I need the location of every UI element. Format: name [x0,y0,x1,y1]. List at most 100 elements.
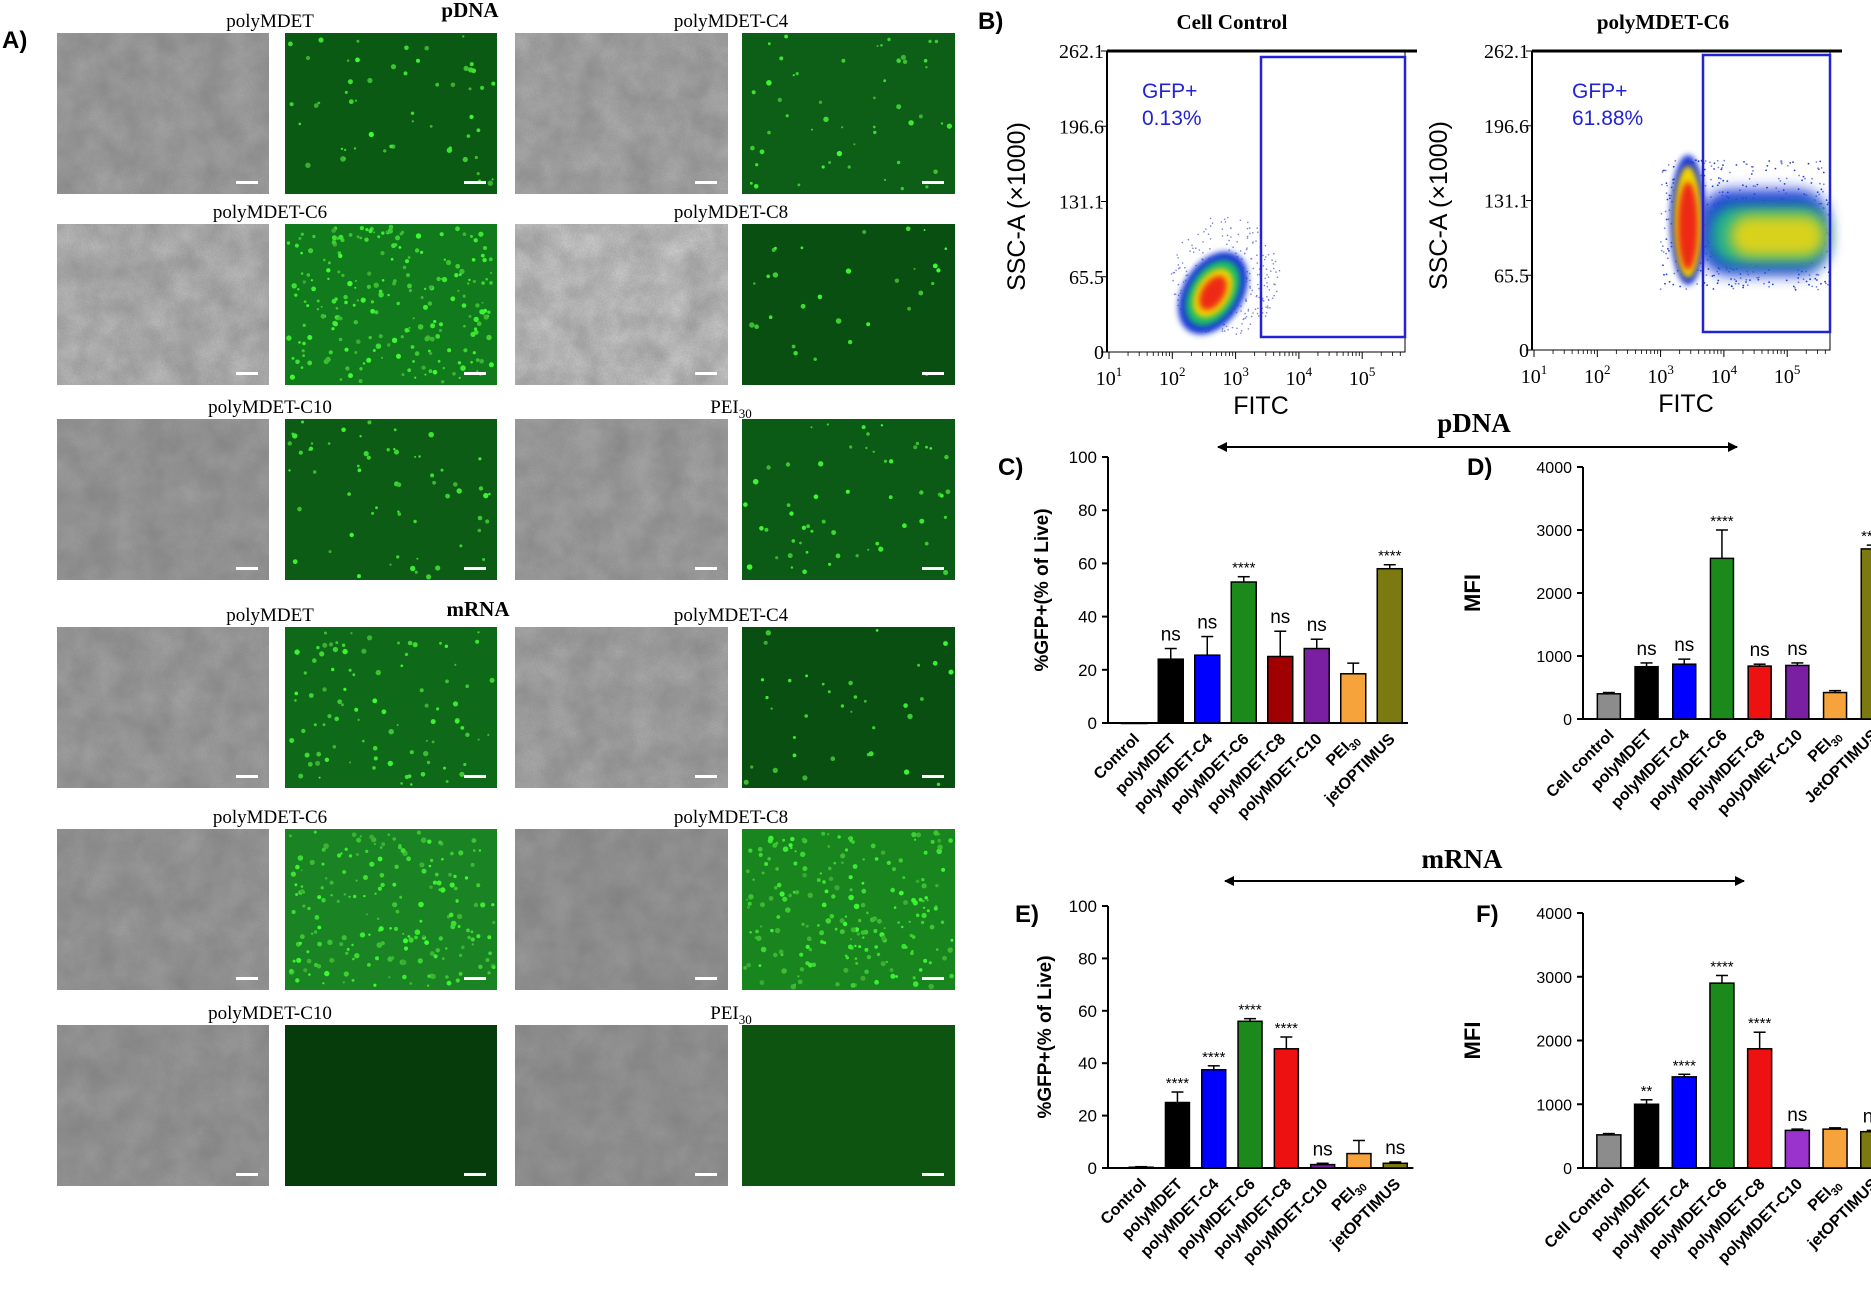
flow-y-tick-label: 65.5 [1069,267,1104,289]
bar [1672,663,1697,720]
scale-bar [695,181,717,184]
flow-x-axis-label: FITC [1658,390,1714,418]
significance-label: **** [1710,958,1734,975]
flow-plot: Cell Control 0 65.5 131.1 196.6 262.1 101 102 10… [1003,10,1417,420]
fluorescence-image [742,627,955,788]
bar [1596,1134,1622,1169]
image-pair-label: polyMDET [226,605,314,626]
bar [1709,982,1735,1169]
y-tick-label: 0 [1088,714,1097,733]
gate-label: GFP+ [1572,80,1627,103]
mrna-section-marker: mRNA [1224,844,1745,886]
bar [1164,1101,1191,1169]
bar [1230,581,1257,724]
flow-x-tick-label: 104 [1286,364,1313,390]
y-tick-label: 0 [1563,1161,1572,1178]
y-tick-label: 1000 [1536,649,1572,666]
y-axis-label: MFI [1460,574,1485,612]
flow-y-tick-label: 0 [1094,342,1104,364]
significance-label: ns [1637,639,1657,660]
scale-bar [236,775,258,778]
pdna-section-label: pDNA [1437,408,1511,438]
y-tick-label: 40 [1078,608,1097,627]
scale-bar [464,775,486,778]
bar [1596,693,1622,720]
bar [1303,647,1330,724]
bar [1309,1163,1336,1169]
flow-y-tick-label: 0 [1519,340,1529,362]
chart-letter: F) [1476,901,1499,928]
image-pair-label: polyMDET-C10 [208,397,332,418]
flow-x-tick-label: 103 [1222,364,1249,390]
fluorescence-image [742,829,955,990]
y-tick-label: 3000 [1536,970,1572,987]
gate-label: GFP+ [1142,80,1197,103]
bar [1376,567,1403,724]
y-tick-label: 80 [1078,949,1097,968]
flow-y-tick-label: 65.5 [1494,265,1529,287]
flow-y-tick-label: 131.1 [1484,191,1529,213]
chart-letter: E) [1015,901,1039,928]
y-tick-label: 0 [1088,1159,1097,1178]
flow-x-tick-label: 103 [1647,362,1674,388]
y-tick-label: 80 [1078,501,1097,520]
mrna-section-label: mRNA [1422,844,1503,874]
y-tick-label: 0 [1563,712,1572,729]
flow-y-axis-label: SSC-A (×1000) [1425,121,1453,290]
flow-x-tick-label: 105 [1349,364,1376,390]
significance-label: ns [1161,625,1181,646]
significance-label: **** [1202,1049,1226,1066]
y-tick-label: 100 [1069,448,1097,467]
chart-letter: D) [1467,454,1492,481]
pdna-section-marker: pDNA [1217,408,1738,452]
fluorescence-image [285,33,497,194]
bar [1267,655,1294,724]
bar [1671,1076,1697,1169]
significance-label: **** [1748,1015,1772,1032]
brightfield-image [515,829,728,990]
flow-x-tick-label: 102 [1584,362,1611,388]
y-tick-label: 2000 [1536,586,1572,603]
brightfield-image [515,224,728,385]
y-tick-label: 4000 [1536,906,1572,923]
significance-label: **** [1232,560,1256,577]
y-axis-label: %GFP+(% of Live) [1035,955,1056,1118]
bar [1194,654,1221,724]
scale-bar [236,977,258,980]
flow-y-tick-label: 262.1 [1059,41,1104,63]
significance-label: **** [1275,1020,1299,1037]
bar [1273,1048,1300,1169]
panel-a-mrna-header: mRNA [447,597,511,621]
fluorescence-image [285,627,497,788]
significance-label: **** [1710,513,1734,530]
bar [1784,1129,1811,1169]
flow-plot: polyMDET-C6 0 65.5 131.1 196.6 262.1 101 102 103… [1425,10,1842,418]
scale-bar [464,181,486,184]
panel-b-flow-cytometry: Cell Control 0 65.5 131.1 196.6 262.1 101 102 10… [1003,10,1842,420]
significance-label: ns [1385,1138,1405,1159]
y-tick-label: 20 [1078,661,1097,680]
significance-label: ** [1641,1083,1653,1100]
brightfield-image [515,419,728,580]
significance-label: ns [1313,1139,1333,1160]
y-tick-label: 60 [1078,554,1097,573]
image-pair-label: polyMDET [226,11,314,32]
fluorescence-image [285,419,497,580]
flow-y-tick-label: 196.6 [1059,116,1104,138]
fluorescence-image [742,1025,955,1186]
bar [1201,1069,1227,1169]
scale-bar [236,1173,258,1176]
significance-label: ns [1197,613,1217,634]
y-tick-label: 2000 [1536,1034,1572,1051]
scale-bar [922,775,944,778]
brightfield-image [57,419,269,580]
brightfield-image [57,829,269,990]
image-pair-label: polyMDET-C4 [674,605,789,626]
chart-letter: C) [998,454,1023,481]
scale-bar [464,567,486,570]
scale-bar [922,977,944,980]
significance-label: ns [1674,635,1694,656]
